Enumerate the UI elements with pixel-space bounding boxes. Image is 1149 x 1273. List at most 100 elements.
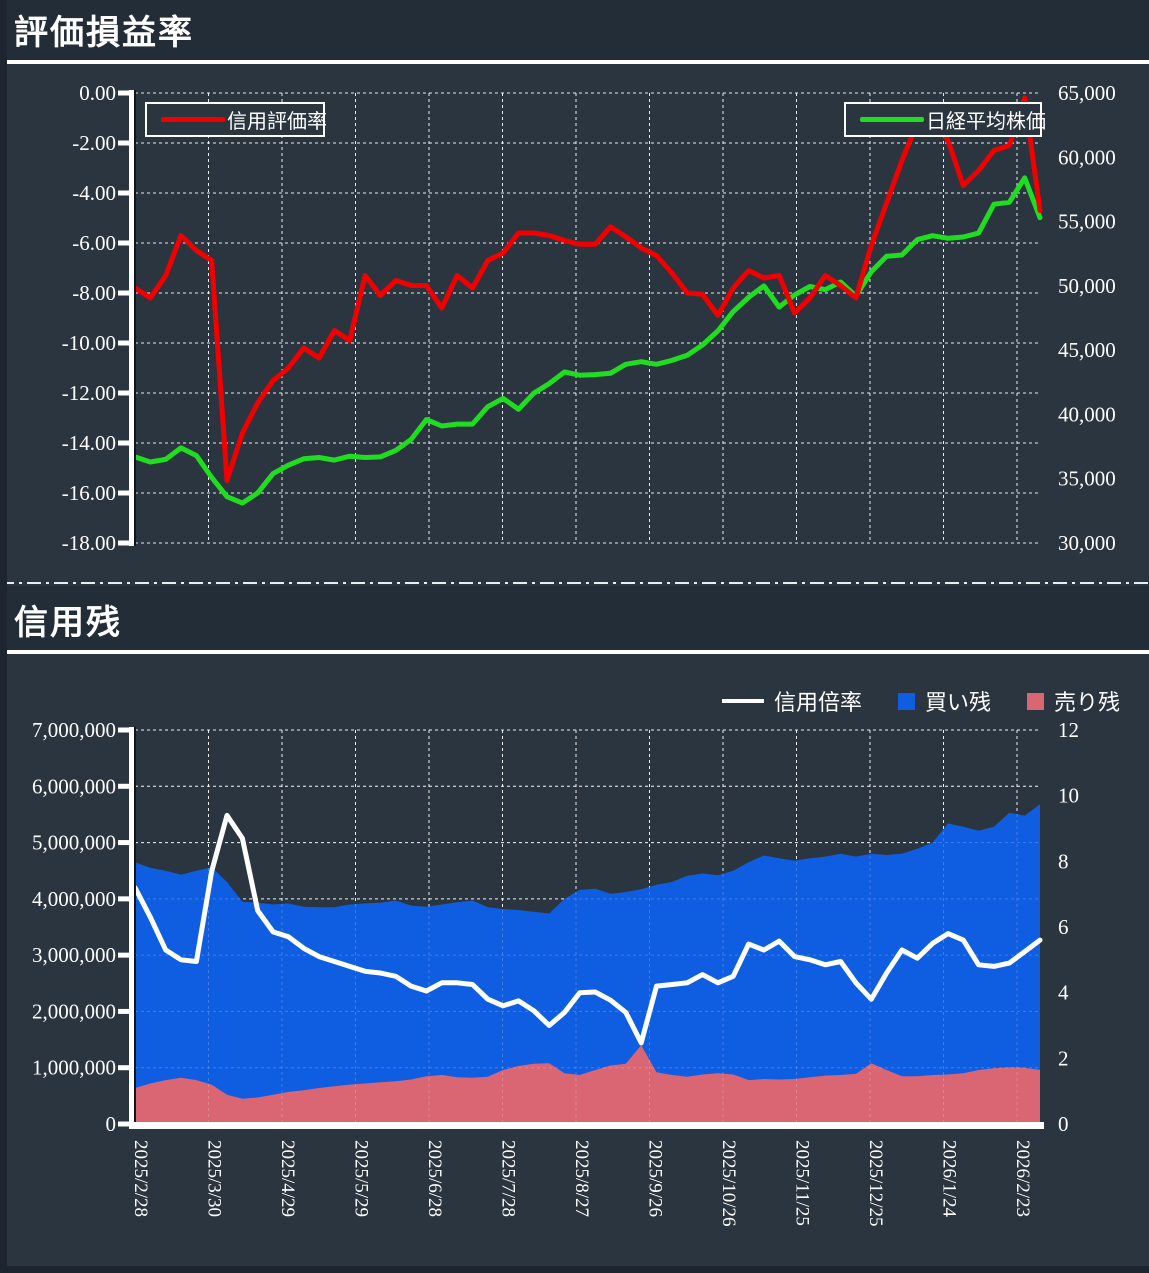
p2-date-label: 2025/2/28	[130, 1140, 151, 1217]
p2-date-label: 2025/12/25	[865, 1140, 886, 1227]
buy-balance-swatch	[897, 692, 915, 710]
p2-left-tick-label: 0	[106, 1112, 117, 1136]
legend-nikkei-label: 日経平均株価	[926, 111, 1046, 133]
sell-balance-area	[135, 1045, 1040, 1124]
p1-y-axis-tick	[118, 540, 129, 546]
legend-sell-balance-label: 売り残	[1053, 690, 1120, 715]
p1-left-tick-label: -16.00	[62, 481, 116, 505]
p2-date-label: 2025/5/29	[351, 1140, 372, 1217]
p2-y-axis-tick	[118, 840, 129, 846]
legend-margin-valuation-rate: 信用評価率	[145, 102, 327, 137]
p2-y-axis-tick	[118, 1121, 129, 1127]
p1-left-tick-label: -10.00	[62, 331, 116, 355]
p2-x-axis-line	[129, 1122, 1044, 1129]
p1-right-tick-label: 65,000	[1058, 81, 1116, 105]
p2-y-axis-tick	[118, 952, 129, 958]
left-edge-strip	[0, 0, 7, 1273]
bottom-edge-strip	[0, 1266, 1149, 1273]
p2-right-tick-label: 6	[1058, 915, 1069, 939]
p1-y-axis-tick	[118, 390, 129, 396]
p2-date-label: 2026/2/23	[1012, 1140, 1033, 1217]
p2-left-tick-label: 4,000,000	[32, 887, 116, 911]
p2-y-axis-tick	[118, 896, 129, 902]
margin-valuation-line	[132, 95, 1043, 483]
p2-left-tick-label: 2,000,000	[32, 999, 116, 1023]
p2-date-label: 2025/11/25	[792, 1140, 813, 1226]
p1-y-axis-line	[129, 90, 134, 546]
panel-divider	[0, 582, 1149, 584]
p2-left-tick-label: 5,000,000	[32, 831, 116, 855]
p2-date-label: 2025/3/30	[204, 1140, 225, 1217]
loss-rate-chart: 0.00 -2.00 -4.00 -6.00 -8.00 -10.00 -12.00 -14.…	[62, 81, 1116, 555]
p2-right-tick-label: 8	[1058, 849, 1069, 873]
p1-y-axis-tick	[118, 140, 129, 146]
p1-left-tick-label: 0.00	[79, 81, 116, 105]
p1-left-tick-label: -12.00	[62, 381, 116, 405]
p2-left-tick-label: 1,000,000	[32, 1056, 116, 1080]
margin-balance-legend: 信用倍率 買い残 売り残	[0, 684, 1120, 718]
sell-balance-swatch	[1026, 692, 1044, 710]
p1-left-tick-label: -8.00	[72, 281, 116, 305]
p2-date-label: 2025/10/26	[718, 1140, 739, 1227]
p2-y-axis-edge	[134, 727, 136, 1127]
p1-y-axis-tick	[118, 190, 129, 196]
margin-ratio-line	[132, 812, 1043, 1046]
margin-balance-chart: 7,000,000 6,000,000 5,000,000 4,000,000 3,00…	[32, 718, 1079, 1227]
green-line-sample	[860, 117, 924, 122]
p1-right-tick-label: 30,000	[1058, 531, 1116, 555]
p2-y-axis-line	[129, 727, 134, 1127]
legend-buy-balance-label: 買い残	[924, 690, 991, 715]
p2-y-axis-tick	[118, 783, 129, 789]
p1-y-axis-tick	[118, 90, 129, 96]
p1-right-tick-label: 40,000	[1058, 402, 1116, 426]
p1-left-tick-label: -18.00	[62, 531, 116, 555]
panel1-title: 評価損益率	[14, 14, 194, 52]
p1-right-tick-label: 45,000	[1058, 338, 1116, 362]
p1-y-axis-tick	[118, 490, 129, 496]
p2-y-axis-tick	[118, 727, 129, 733]
p1-left-tick-label: -2.00	[72, 131, 116, 155]
p2-left-tick-label: 7,000,000	[32, 718, 116, 742]
panel2-header: 信用残	[0, 586, 1149, 650]
legend-margin-valuation-label: 信用評価率	[227, 111, 327, 133]
p2-date-label: 2025/9/26	[645, 1140, 666, 1217]
p1-right-tick-label: 35,000	[1058, 467, 1116, 491]
p1-y-axis-tick	[118, 240, 129, 246]
p2-date-label: 2025/7/28	[498, 1140, 519, 1217]
p1-y-axis-tick	[118, 340, 129, 346]
legend-margin-ratio: 信用倍率	[721, 685, 862, 717]
p2-right-tick-label: 12	[1058, 718, 1079, 742]
p2-y-axis-tick	[118, 1008, 129, 1014]
p2-date-label: 2025/6/28	[424, 1140, 445, 1217]
white-line-sample	[721, 699, 764, 703]
p1-right-tick-label: 55,000	[1058, 210, 1116, 234]
p1-left-tick-label: -6.00	[72, 231, 116, 255]
p2-left-tick-label: 6,000,000	[32, 774, 116, 798]
legend-nikkei-average: 日経平均株価	[844, 102, 1046, 137]
panel1-title-underline	[0, 60, 1149, 64]
p2-date-label: 2025/8/27	[571, 1140, 592, 1217]
p2-left-tick-label: 3,000,000	[32, 943, 116, 967]
red-line-sample	[161, 117, 225, 122]
panel2-title-underline	[0, 650, 1149, 654]
p1-left-tick-label: -4.00	[72, 181, 116, 205]
panel1-header: 評価損益率	[0, 0, 1149, 60]
p2-right-tick-label: 0	[1058, 1112, 1069, 1136]
p1-y-axis-edge	[134, 90, 136, 546]
legend-margin-ratio-label: 信用倍率	[773, 690, 862, 715]
buy-balance-area	[135, 804, 1040, 1124]
p2-y-axis-tick	[118, 1065, 129, 1071]
p2-date-label: 2025/4/29	[277, 1140, 298, 1217]
p1-right-tick-label: 50,000	[1058, 274, 1116, 298]
p2-right-tick-label: 4	[1058, 981, 1069, 1005]
p1-right-tick-label: 60,000	[1058, 145, 1116, 169]
p2-right-tick-label: 10	[1058, 784, 1079, 808]
nikkei-line	[132, 175, 1043, 506]
legend-buy-balance: 買い残	[897, 685, 991, 717]
p2-date-label: 2026/1/24	[939, 1140, 960, 1218]
p1-y-axis-tick	[118, 440, 129, 446]
p1-left-tick-label: -14.00	[62, 431, 116, 455]
p2-right-tick-label: 2	[1058, 1046, 1069, 1070]
legend-sell-balance: 売り残	[1026, 685, 1120, 717]
